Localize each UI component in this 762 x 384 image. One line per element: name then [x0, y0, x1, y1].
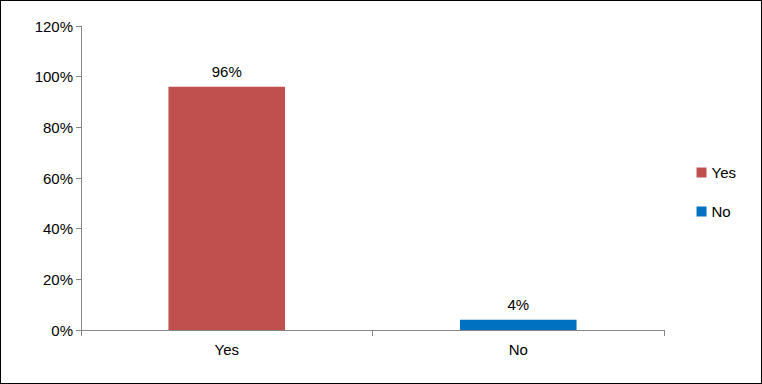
svg-text:4%: 4%	[507, 296, 529, 313]
svg-text:20%: 20%	[43, 271, 73, 288]
svg-text:No: No	[712, 203, 731, 220]
svg-text:100%: 100%	[35, 68, 73, 85]
svg-text:0%: 0%	[51, 322, 73, 339]
svg-text:60%: 60%	[43, 170, 73, 187]
svg-text:Yes: Yes	[215, 341, 239, 358]
svg-text:No: No	[509, 341, 528, 358]
svg-text:40%: 40%	[43, 220, 73, 237]
svg-text:80%: 80%	[43, 119, 73, 136]
svg-text:96%: 96%	[212, 63, 242, 80]
svg-text:120%: 120%	[35, 18, 73, 35]
svg-text:Yes: Yes	[712, 164, 736, 181]
